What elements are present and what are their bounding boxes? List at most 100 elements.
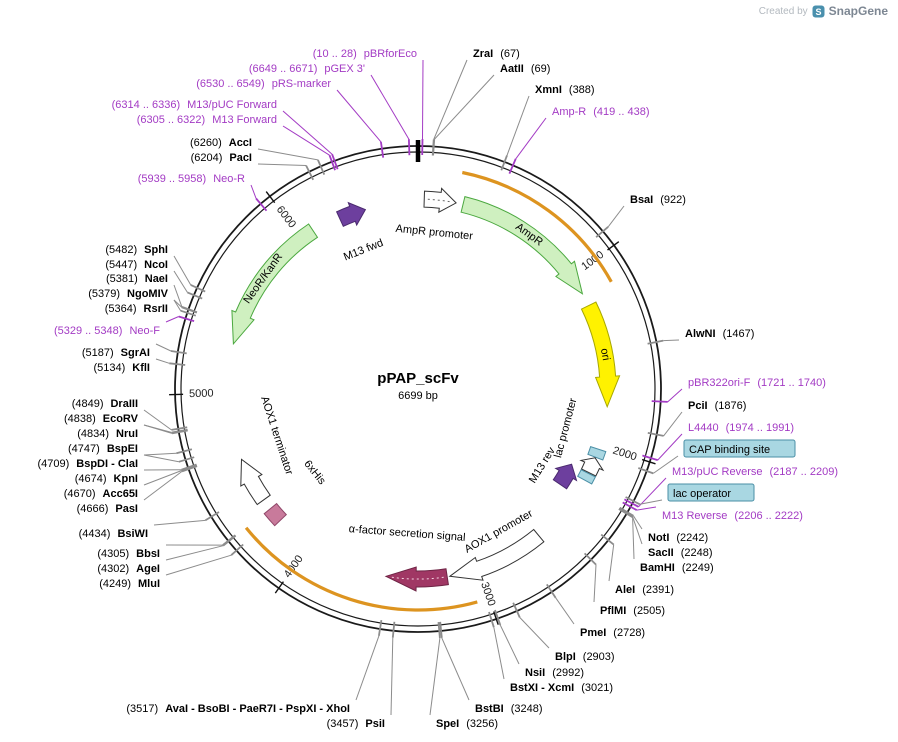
feature-ori[interactable] — [580, 301, 621, 409]
enzyme-label-acci[interactable]: (6260) AccI — [190, 137, 252, 149]
feature-label-6xhis[interactable]: 6xHis — [301, 458, 328, 487]
enzyme-label-naei[interactable]: (5381) NaeI — [106, 273, 168, 285]
feature-label-m13-fwd[interactable]: M13 fwd — [342, 237, 385, 263]
enzyme-label-bstbi[interactable]: BstBI (3248) — [475, 703, 543, 715]
label-position: (5187) — [82, 347, 114, 359]
enzyme-label-paci[interactable]: (6204) PacI — [191, 152, 252, 164]
label-position: (2903) — [583, 651, 615, 663]
feature-6xhis[interactable] — [263, 502, 288, 527]
enzyme-label-bspdi-clai[interactable]: (4709) BspDI - ClaI — [37, 458, 138, 470]
ring-tick-psii — [391, 621, 396, 638]
primer-label-pbr322ori-f[interactable]: pBR322ori-F (1721 .. 1740) — [688, 377, 826, 389]
feature-label-ampr-promoter[interactable]: AmpR promoter — [395, 223, 474, 243]
enzyme-label-spei[interactable]: SpeI (3256) — [436, 718, 498, 730]
feature-cassette-gene-arc[interactable] — [244, 526, 478, 612]
primer-label-l4440[interactable]: L4440 (1974 .. 1991) — [688, 422, 794, 434]
leader-neo-r — [250, 184, 257, 199]
ring-tick-sphi — [190, 284, 206, 293]
enzyme-label-alei[interactable]: AleI (2391) — [615, 584, 674, 596]
enzyme-label-pcii[interactable]: PciI (1876) — [688, 400, 746, 412]
label-position: (5134) — [93, 362, 125, 374]
enzyme-label-bbsi[interactable]: (4305) BbsI — [97, 548, 160, 560]
label-name: SacII — [648, 547, 674, 559]
enzyme-label-sgrai[interactable]: (5187) SgrAI — [82, 347, 150, 359]
primer-label-m13-puc-forward[interactable]: (6314 .. 6336) M13/pUC Forward — [112, 99, 277, 111]
enzyme-label-sacii[interactable]: SacII (2248) — [648, 547, 712, 559]
enzyme-label-sphi[interactable]: (5482) SphI — [105, 244, 168, 256]
feature-m13-fwd[interactable] — [335, 201, 367, 227]
enzyme-label-bsai[interactable]: BsaI (922) — [630, 194, 686, 206]
enzyme-label-ncoi[interactable]: (5447) NcoI — [105, 259, 168, 271]
ring-tick-m13-puc-reverse — [623, 498, 639, 508]
primer-label-pgex-3[interactable]: (6649 .. 6671) pGEX 3' — [249, 63, 365, 75]
enzyme-label-bspei[interactable]: (4747) BspEI — [68, 443, 138, 455]
site-label-cap-binding-site[interactable]: CAP binding site — [689, 444, 770, 456]
feature-label-aox1-terminator[interactable]: AOX1 terminator — [258, 395, 295, 477]
primer-label-prs-marker[interactable]: (6530 .. 6549) pRS-marker — [196, 78, 331, 90]
enzyme-label-zrai[interactable]: ZraI (67) — [473, 48, 520, 60]
enzyme-label-ngomiv[interactable]: (5379) NgoMIV — [88, 288, 168, 300]
feature-label-alpha-factor-secretion-signal[interactable]: α-factor secretion signal — [348, 523, 466, 544]
primer-label-pbrforeco[interactable]: (10 .. 28) pBRforEco — [313, 48, 417, 60]
primer-label-neo-r[interactable]: (5939 .. 5958) Neo-R — [138, 173, 245, 185]
feature-cap-binding-site[interactable] — [587, 445, 607, 461]
tick-label-6000: 6000 — [274, 204, 298, 231]
site-label-lac-operator[interactable]: lac operator — [673, 488, 731, 500]
enzyme-label-nrui[interactable]: (4834) NruI — [77, 428, 138, 440]
enzyme-label-mlui[interactable]: (4249) MluI — [99, 578, 160, 590]
enzyme-label-rsrii[interactable]: (5364) RsrII — [105, 303, 168, 315]
watermark-brand: SnapGene — [828, 4, 888, 18]
feature-aox1-terminator[interactable] — [240, 458, 271, 506]
label-name: Neo-F — [129, 325, 160, 337]
enzyme-label-kpni[interactable]: (4674) KpnI — [75, 473, 138, 485]
primer-label-amp-r[interactable]: Amp-R (419 .. 438) — [552, 106, 650, 118]
enzyme-label-xmni[interactable]: XmnI (388) — [535, 84, 595, 96]
primer-label-neo-f[interactable]: (5329 .. 5348) Neo-F — [54, 325, 160, 337]
feature-aox1-promoter[interactable] — [448, 528, 545, 581]
feature-lac-promoter[interactable] — [579, 457, 605, 477]
label-name: L4440 — [688, 422, 719, 434]
primer-label-m13-forward[interactable]: (6305 .. 6322) M13 Forward — [137, 114, 277, 126]
feature-ampr-gene-arc[interactable] — [461, 170, 613, 283]
enzyme-label-aatii[interactable]: AatII (69) — [500, 63, 550, 75]
feature-label-lac-promoter[interactable]: lac promoter — [552, 397, 579, 459]
enzyme-label-pmei[interactable]: PmeI (2728) — [580, 627, 645, 639]
leader-zrai — [433, 59, 468, 140]
enzyme-label-ecorv[interactable]: (4838) EcoRV — [64, 413, 139, 425]
enzyme-label-alwni[interactable]: AlwNI (1467) — [685, 328, 754, 340]
label-position: (67) — [500, 48, 520, 60]
enzyme-label-nsii[interactable]: NsiI (2992) — [525, 667, 584, 679]
label-position: (5482) — [105, 244, 137, 256]
enzyme-label-bamhi[interactable]: BamHI (2249) — [640, 562, 714, 574]
enzyme-label-acc65i[interactable]: (4670) Acc65I — [64, 488, 138, 500]
site-box-cap-binding-site[interactable] — [683, 439, 796, 458]
enzyme-label-draiii[interactable]: (4849) DraIII — [72, 398, 138, 410]
site-box-lac-operator[interactable] — [667, 483, 755, 502]
feature-ampr-promoter[interactable] — [423, 187, 457, 214]
primer-label-m13-reverse[interactable]: M13 Reverse (2206 .. 2222) — [662, 510, 803, 522]
leader-alwni — [663, 339, 680, 342]
enzyme-label-psii[interactable]: (3457) PsiI — [327, 718, 385, 730]
feature-ampr[interactable] — [460, 195, 584, 295]
watermark: Created by S SnapGene — [759, 4, 888, 18]
enzyme-label-bsiwi[interactable]: (4434) BsiWI — [79, 528, 148, 540]
enzyme-label-blpi[interactable]: BlpI (2903) — [555, 651, 615, 663]
enzyme-label-noti[interactable]: NotI (2242) — [648, 532, 708, 544]
feature-neor-kanr[interactable] — [231, 223, 319, 346]
label-name: PflMI — [600, 605, 626, 617]
enzyme-label-agei[interactable]: (4302) AgeI — [97, 563, 160, 575]
feature-label-ori[interactable]: ori — [598, 347, 612, 361]
leader-ncoi — [173, 270, 188, 293]
enzyme-label-pasi[interactable]: (4666) PasI — [77, 503, 138, 515]
feature-label-neor-kanr[interactable]: NeoR/KanR — [241, 251, 285, 306]
enzyme-label-bstxi-xcmi[interactable]: BstXI - XcmI (3021) — [510, 682, 613, 694]
enzyme-label-avai-bsobi-paer7i-pspxi-xhoi[interactable]: (3517) AvaI - BsoBI - PaeR7I - PspXI - Xh… — [126, 703, 350, 715]
ring-tick-pbr322ori-f — [651, 400, 668, 403]
ring-tick-bamhi — [618, 508, 634, 518]
primer-label-m13-puc-reverse[interactable]: M13/pUC Reverse (2187 .. 2209) — [672, 466, 838, 478]
leader-sphi — [173, 255, 192, 286]
enzyme-label-pflmi[interactable]: PflMI (2505) — [600, 605, 665, 617]
feature-lac-operator[interactable] — [577, 469, 597, 485]
enzyme-label-kfli[interactable]: (5134) KflI — [93, 362, 150, 374]
feature-m13-rev[interactable] — [552, 463, 578, 490]
